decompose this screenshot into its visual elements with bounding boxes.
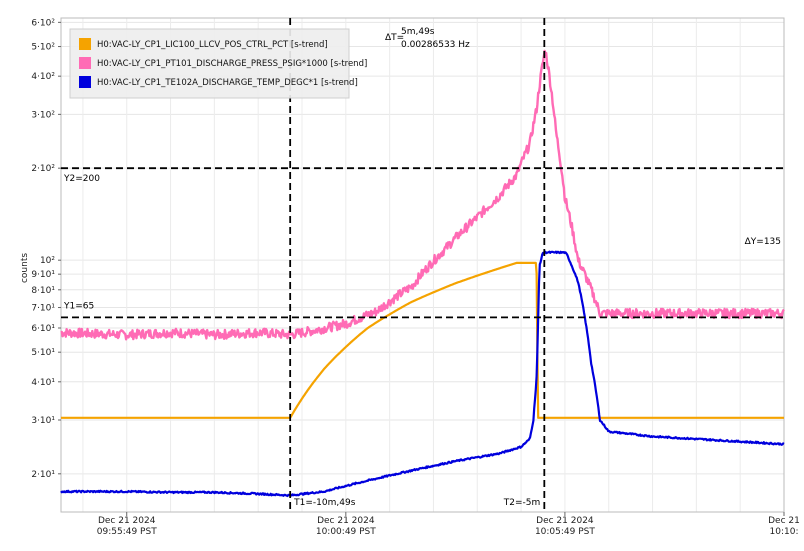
legend-swatch[interactable] <box>79 76 91 88</box>
legend-entry-label[interactable]: H0:VAC-LY_CP1_TE102A_DISCHARGE_TEMP_DEGC… <box>97 78 358 88</box>
x-tick-label-date: Dec 21 2024 <box>98 516 156 526</box>
y-tick-label: 3·10¹ <box>31 416 55 426</box>
cursor-annotations: T1=-10m,49s T2=-5m Y1=65 Y2=200 ΔY=135 ΔT=5m,… <box>63 27 781 508</box>
axes <box>58 17 785 516</box>
legend[interactable]: H0:VAC-LY_CP1_LIC100_LLCV_POS_CTRL_PCT [… <box>69 28 367 99</box>
y-tick-label: 5·10¹ <box>31 348 55 358</box>
y-tick-label: 5·10² <box>31 43 55 53</box>
legend-swatch[interactable] <box>79 38 91 50</box>
series-line-2 <box>60 49 785 341</box>
y-tick-label: 6·10¹ <box>31 324 55 334</box>
cursor-y1-label: Y1=65 <box>63 301 94 311</box>
series-line-3 <box>60 250 785 498</box>
tick-labels: 2·10¹ 3·10¹ 4·10¹ 5·10¹ 6·10¹ 7·10¹ 8·10¹ 9·10¹… <box>31 18 800 537</box>
x-tick-label-time: 10:10: <box>770 527 799 537</box>
cursor-t2-label: T2=-5m <box>503 498 541 508</box>
x-tick-label-time: 10:05:49 PST <box>535 527 595 537</box>
x-tick-label-date: Dec 21 <box>768 516 800 526</box>
y-tick-label: 4·10² <box>31 72 55 82</box>
plot-frame <box>60 17 785 513</box>
y-tick-label: 8·10¹ <box>31 286 55 296</box>
delta-t-frequency: 0.00286533 Hz <box>401 40 470 50</box>
x-tick-label-time: 10:00:49 PST <box>316 527 376 537</box>
series-line-1 <box>60 261 785 419</box>
cursor-lines[interactable] <box>61 18 784 512</box>
x-tick-label-date: Dec 21 2024 <box>317 516 375 526</box>
y-tick-label: 2·10¹ <box>31 470 55 480</box>
delta-t-prefix: ΔT= <box>385 33 404 43</box>
y-tick-label: 4·10¹ <box>31 378 55 388</box>
y-tick-label: 2·10² <box>31 164 55 174</box>
delta-y-label: ΔY=135 <box>745 237 781 247</box>
legend-box <box>69 28 350 99</box>
cursor-t1-label: T1=-10m,49s <box>293 498 356 508</box>
y-tick-label: 3·10² <box>31 110 55 120</box>
y-axis-label: counts <box>20 253 30 283</box>
x-tick-label-date: Dec 21 2024 <box>536 516 594 526</box>
legend-swatch[interactable] <box>79 57 91 69</box>
data-series <box>60 49 785 498</box>
x-tick-label-time: 09:55:49 PST <box>97 527 157 537</box>
y-tick-label: 10² <box>40 256 55 266</box>
cursor-y2-label: Y2=200 <box>63 174 100 184</box>
legend-entry-label[interactable]: H0:VAC-LY_CP1_PT101_DISCHARGE_PRESS_PSIG… <box>97 59 367 69</box>
delta-t-duration: 5m,49s <box>401 27 435 37</box>
y-tick-label: 7·10¹ <box>31 304 55 314</box>
y-tick-label: 6·10² <box>31 18 55 28</box>
legend-entry-label[interactable]: H0:VAC-LY_CP1_LIC100_LLCV_POS_CTRL_PCT [… <box>97 40 328 50</box>
y-tick-label: 9·10¹ <box>31 270 55 280</box>
